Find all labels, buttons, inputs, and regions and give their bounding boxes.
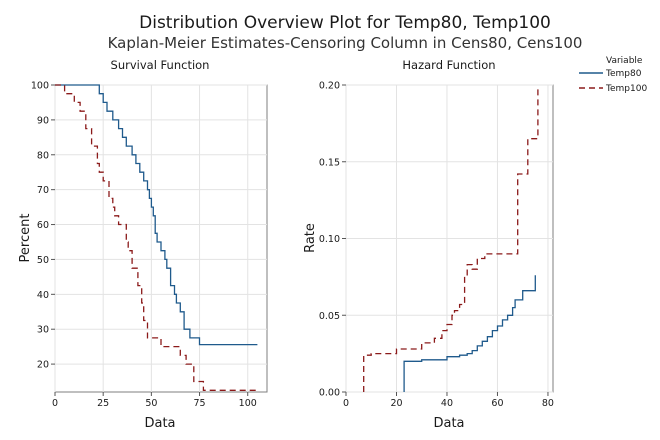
hazard-title: Hazard Function — [402, 58, 495, 72]
legend-label-temp80: Temp80 — [605, 69, 642, 79]
survival-series-temp80 — [55, 84, 258, 346]
survival-x-tick-label: 25 — [97, 398, 109, 409]
hazard-ylabel: Rate — [303, 223, 318, 253]
survival-x-tick-label: 0 — [52, 398, 58, 409]
legend-title: Variable — [606, 56, 643, 66]
hazard-y-tick-label: 0.15 — [319, 157, 340, 168]
survival-series-temp100 — [55, 84, 258, 391]
survival-y-tick-label: 30 — [37, 325, 49, 336]
hazard-panel: Hazard Function Data Rate 0 20 40 60 80 0.00 0… — [303, 58, 554, 431]
legend-label-temp100: Temp100 — [605, 84, 647, 94]
survival-ylabel: Percent — [18, 214, 33, 263]
chart-subtitle: Kaplan-Meier Estimates-Censoring Column … — [108, 34, 583, 52]
survival-panel: Survival Function Data Percent 0 25 50 75 10… — [18, 58, 268, 431]
hazard-y-tick-label: 0.10 — [319, 234, 340, 245]
survival-y-tick-label: 100 — [31, 81, 49, 92]
survival-title: Survival Function — [111, 58, 210, 72]
hazard-y-tick-label: 0.20 — [319, 81, 340, 92]
hazard-x-tick-label: 60 — [491, 398, 503, 409]
hazard-x-tick-label: 40 — [441, 398, 453, 409]
survival-y-tick-label: 20 — [37, 360, 49, 371]
survival-y-tick-label: 80 — [37, 150, 49, 161]
legend: Variable Temp80 Temp100 — [579, 56, 647, 94]
hazard-series-temp80 — [403, 275, 536, 392]
survival-y-tick-label: 90 — [37, 115, 49, 126]
hazard-x-tick-label: 20 — [390, 398, 402, 409]
hazard-y-tick-label: 0.00 — [319, 388, 340, 399]
survival-plot-area — [54, 84, 268, 393]
survival-y-tick-label: 50 — [37, 255, 49, 266]
chart-title: Distribution Overview Plot for Temp80, T… — [139, 13, 551, 33]
survival-xlabel: Data — [144, 416, 175, 431]
survival-y-tick-label: 70 — [37, 185, 49, 196]
hazard-x-tick-label: 0 — [343, 398, 349, 409]
hazard-y-tick-label: 0.05 — [319, 311, 340, 322]
survival-y-tick-label: 40 — [37, 290, 49, 301]
survival-x-tick-label: 100 — [239, 398, 257, 409]
hazard-xlabel: Data — [433, 416, 464, 431]
hazard-series-temp100 — [363, 88, 539, 392]
survival-y-tick-label: 60 — [37, 220, 49, 231]
survival-x-tick-label: 50 — [145, 398, 157, 409]
hazard-x-tick-label: 80 — [542, 398, 554, 409]
survival-x-tick-label: 75 — [193, 398, 205, 409]
